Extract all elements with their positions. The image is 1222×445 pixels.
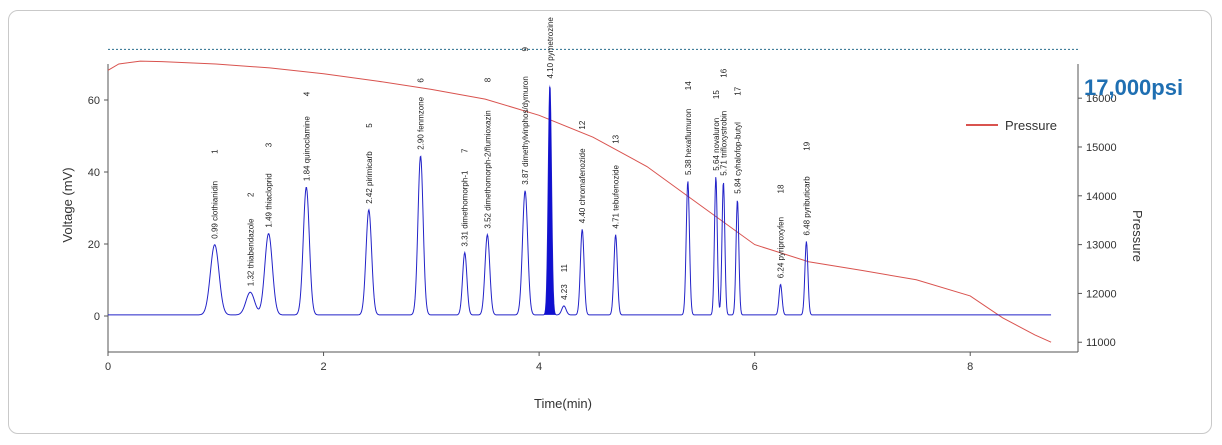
y2-tick-label: 12000 [1086,288,1117,300]
peak-name-label: 3.52 dimethomorph-2/flumioxazin [483,110,492,228]
chromatogram-series-line [108,86,1052,316]
peak-number-label: 11 [560,263,569,272]
peak-number-label: 9 [521,47,530,52]
y2-tick-label: 11000 [1086,337,1116,349]
y-tick-label: 0 [94,311,100,323]
peak-name-label: 3.31 dimethomorph-1 [461,170,470,247]
y-tick-label: 60 [88,95,100,107]
peak-number-label: 8 [483,77,492,82]
peak-name-label: 4.10 pymetrozine [546,17,555,79]
peak-number-label: 3 [265,142,274,147]
chart-card [8,10,1212,434]
peak-name-label: 3.87 dimethylvinphos/dymuron [521,76,530,185]
axes [107,64,1079,353]
pressure-series-line [107,60,1052,343]
peak-number-label: 13 [612,134,621,143]
peak-number-label: 17 [733,86,742,95]
peak-name-label: 4.40 chromafenozide [578,148,587,223]
peak-number-label: 5 [365,123,374,128]
x-tick-label: 2 [320,361,326,373]
peak-name-label: 6.24 pyriproxyfen [777,217,786,278]
y-tick-label: 40 [88,167,100,179]
y2-tick-label: 14000 [1086,191,1117,203]
peak-number-label: 7 [461,148,470,153]
peak-name-label: 6.48 pyributicarb [802,176,811,236]
peak-name-label: 2.90 fenmzone [417,96,426,149]
peak-name-label: 4.23 [560,284,569,300]
peak-name-label: 5.71 trifloxystrobin [719,111,728,176]
peak-number-label: 18 [777,184,786,193]
legend: Pressure [966,118,1057,133]
pressure-limit-label: 17,000psi [1084,75,1183,100]
x-tick-label: 8 [967,361,973,373]
y2-tick-label: 15000 [1086,142,1117,154]
peak-name-label: 5.64 novaluron [712,118,721,171]
peak-name-label: 5.38 hexaflumuron [684,109,693,175]
peak-name-label: 1.84 quinoclamine [302,116,311,181]
peak-name-label: 4.71 tebufenozide [612,164,621,228]
x-axis-label: Time(min) [534,396,592,411]
y-tick-label: 20 [88,239,100,251]
peak-number-label: 4 [302,91,311,96]
peak-labels: 0.99 clothianidin 1 1.32 thiabendazole 2 1.4… [211,17,812,300]
peak-number-label: 16 [719,68,728,77]
peak-fills [543,84,557,315]
x-ticks: 0 2 4 6 8 [105,352,973,373]
peak-number-label: 19 [802,141,811,150]
y-ticks: 0 20 40 60 [88,95,108,323]
peak-number-label: 2 [246,192,255,197]
x-tick-label: 4 [536,361,542,373]
peak-number-label: 15 [712,90,721,99]
y2-tick-label: 16000 [1086,93,1117,105]
peak-number-label: 1 [211,149,220,154]
peak-number-label: 12 [578,120,587,129]
y2-ticks: 11000 12000 13000 14000 15000 16000 [1078,93,1117,349]
peak-name-label: 5.84 cyhalofop-butyl [733,122,742,194]
y-axis-label: Voltage (mV) [60,167,75,242]
legend-pressure-label: Pressure [1005,118,1057,133]
peak-fill-10 [543,84,557,315]
peak-name-label: 1.49 thiacloprid [265,173,274,227]
x-tick-label: 0 [105,361,111,373]
y2-tick-label: 13000 [1086,240,1117,252]
peak-number-label: 14 [684,81,693,90]
peak-name-label: 2.42 pirimicarb [365,151,374,204]
peak-number-label: 6 [417,78,426,83]
peak-name-label: 0.99 clothianidin [211,181,220,239]
y2-axis-label: Pressure [1130,210,1145,262]
peak-name-label: 1.32 thiabendazole [246,218,255,286]
x-tick-label: 6 [752,361,758,373]
